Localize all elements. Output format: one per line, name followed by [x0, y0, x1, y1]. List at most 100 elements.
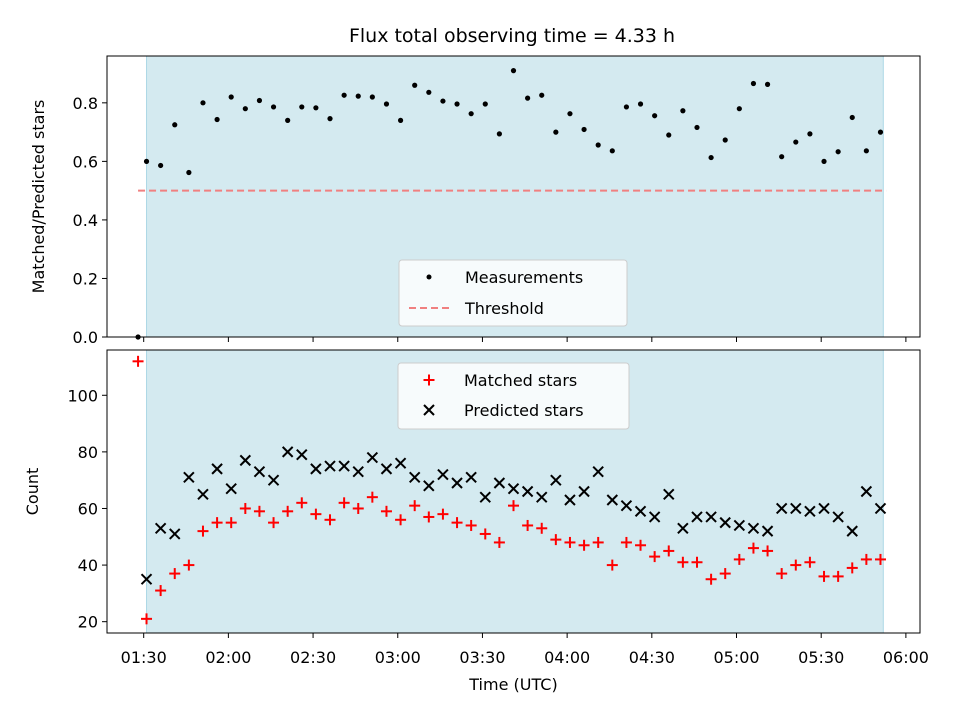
predicted-star-point	[874, 502, 887, 515]
matched-star-point	[296, 497, 308, 509]
ratio-axes-frame	[106, 55, 921, 338]
ratio-legend: Measurements Threshold	[398, 259, 628, 327]
matched-star-point	[380, 505, 392, 517]
measurement-point	[779, 154, 785, 160]
measurement-point	[539, 92, 545, 98]
matched-star-point	[747, 542, 759, 554]
measurement-point	[835, 149, 841, 155]
ratio-x-ticks	[143, 337, 907, 342]
matched-star-point	[832, 570, 844, 582]
matched-star-point	[818, 570, 830, 582]
ratio-legend-box	[398, 259, 628, 327]
predicted-star-point	[310, 463, 322, 475]
measurement-point	[482, 101, 488, 107]
legend-label-predicted: Predicted stars	[464, 401, 584, 420]
legend-label-measurements: Measurements	[465, 268, 583, 287]
matched-star-point	[211, 517, 223, 529]
counts-legend-box	[397, 362, 630, 430]
measurement-point	[849, 114, 855, 121]
predicted-star-point	[394, 457, 407, 469]
measurement-point	[397, 117, 404, 123]
predicted-star-point	[451, 477, 463, 489]
measurement-point	[595, 142, 601, 148]
predicted-star-point	[507, 482, 520, 495]
predicted-star-point	[761, 525, 774, 537]
predicted-star-point	[324, 460, 336, 472]
measurement-point	[172, 122, 178, 128]
matched-star-point	[324, 514, 336, 526]
predicted-star-point	[211, 463, 223, 475]
matched-star-point	[451, 517, 463, 529]
predicted-star-point	[281, 446, 294, 458]
counts-x-ticks: 01:30 02:00 02:30 03:00 03:30 04:00 04:30 05:00…	[121, 633, 929, 667]
measurement-point	[722, 137, 728, 143]
matched-star-point	[493, 536, 505, 548]
predicted-star-point	[775, 502, 788, 515]
x-tick-label: 05:30	[798, 648, 844, 667]
matched-star-point	[846, 562, 858, 574]
predicted-star-point	[648, 511, 661, 523]
predicted-star-point	[239, 454, 252, 467]
measurement-point	[609, 148, 615, 154]
matched-star-point	[132, 355, 144, 367]
predicted-star-point	[578, 485, 590, 498]
predicted-star-point	[606, 494, 619, 506]
predicted-star-point	[790, 502, 802, 515]
measurement-point	[581, 126, 587, 133]
matched-star-point	[733, 553, 745, 565]
predicted-star-point	[197, 488, 209, 501]
counts-axes-frame	[106, 349, 921, 634]
measurement-point	[764, 81, 771, 87]
predicted-star-point	[804, 505, 816, 518]
predicted-star-point	[719, 516, 731, 529]
predicted-star-point	[592, 465, 604, 478]
predicted-star-point	[338, 460, 350, 472]
measurement-point	[256, 97, 263, 104]
predicted-star-point	[154, 522, 167, 534]
matched-star-point	[409, 500, 421, 512]
chart-title: Flux total observing time = 4.33 h	[349, 25, 675, 47]
y-tick-label: 0.2	[73, 269, 98, 288]
matched-star-point	[479, 528, 491, 540]
legend-marker-measurements	[426, 274, 432, 280]
matched-star-point	[550, 534, 562, 546]
matched-star-point	[677, 556, 689, 568]
x-tick-label: 03:00	[375, 648, 421, 667]
count-points	[132, 355, 887, 625]
measurement-point	[736, 106, 742, 112]
measurement-point	[200, 100, 206, 106]
matched-star-point	[874, 553, 886, 565]
matched-star-point	[282, 505, 294, 517]
x-tick-label: 05:00	[713, 648, 759, 667]
predicted-star-point	[663, 488, 675, 501]
measurement-point	[750, 80, 757, 87]
matched-star-point	[310, 508, 322, 520]
y-tick-label: 60	[78, 499, 98, 518]
measurement-point	[214, 116, 220, 123]
matched-star-point	[564, 536, 576, 548]
legend-label-matched: Matched stars	[464, 371, 577, 390]
predicted-star-point	[296, 449, 308, 461]
x-tick-label: 04:00	[544, 648, 590, 667]
y-tick-label: 0.6	[73, 152, 98, 171]
predicted-star-point	[620, 499, 633, 512]
matched-star-point	[592, 536, 604, 548]
matched-star-point	[804, 556, 816, 568]
measurement-point	[270, 104, 277, 110]
predicted-star-point	[366, 451, 379, 464]
matched-star-point	[352, 502, 364, 514]
matched-star-point	[705, 573, 717, 585]
matched-star-point	[620, 536, 632, 548]
predicted-star-point	[267, 474, 280, 486]
matched-star-point	[635, 539, 647, 551]
measurement-point	[440, 98, 446, 104]
predicted-star-point	[380, 463, 393, 475]
matched-star-point	[536, 522, 548, 534]
matched-star-point	[578, 539, 590, 551]
measurement-point	[623, 104, 630, 110]
y-tick-label: 0.8	[73, 94, 98, 113]
predicted-star-point	[423, 480, 435, 492]
measurement-point	[412, 82, 418, 88]
predicted-star-point	[691, 511, 703, 523]
measurement-point	[242, 106, 248, 112]
